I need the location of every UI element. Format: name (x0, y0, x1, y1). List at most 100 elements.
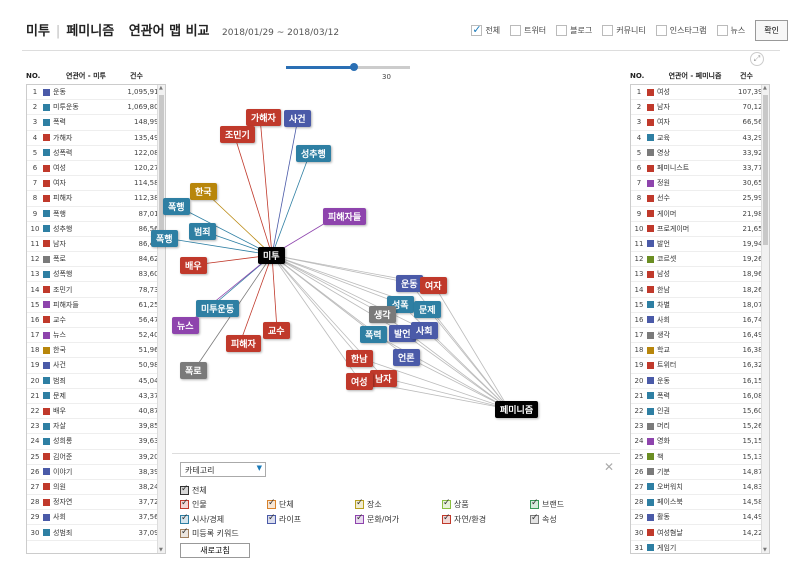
table-row[interactable]: 8 피해자 112,384 (27, 191, 165, 207)
checkbox[interactable] (530, 513, 539, 524)
graph-node[interactable]: 발언 (389, 325, 416, 342)
table-row[interactable]: 11 발언 19,945 (631, 237, 769, 253)
checkbox[interactable] (510, 25, 522, 36)
category-option[interactable]: 전체 (180, 484, 207, 496)
table-row[interactable]: 15 피해자들 61,250 (27, 298, 165, 313)
graph-node[interactable]: 여성 (346, 373, 373, 390)
checkbox[interactable] (355, 498, 364, 509)
filter-5[interactable]: 뉴스 (716, 25, 745, 36)
table-row[interactable]: 1 운동 1,095,913 (27, 85, 165, 101)
table-row[interactable]: 25 책 15,130 (631, 450, 769, 465)
table-row[interactable]: 28 페이스북 14,580 (631, 495, 769, 511)
table-row[interactable]: 13 성폭행 83,607 (27, 267, 165, 283)
table-row[interactable]: 12 폭로 84,625 (27, 252, 165, 268)
table-row[interactable]: 2 미투운동 1,069,808 (27, 100, 165, 116)
checkbox[interactable] (180, 498, 189, 509)
category-option[interactable]: 문화/여가 (355, 513, 399, 525)
table-row[interactable]: 13 남성 18,962 (631, 267, 769, 283)
scrollbar[interactable]: ▲ ▼ (157, 85, 165, 553)
graph-node[interactable]: 조민기 (220, 126, 255, 143)
graph-node[interactable]: 미투운동 (196, 300, 240, 317)
category-option[interactable]: 인물 (180, 498, 207, 510)
filter-3[interactable]: 커뮤니티 (602, 25, 646, 36)
scrollbar[interactable]: ▲ ▼ (761, 85, 769, 553)
table-row[interactable]: 29 사회 37,564 (27, 510, 165, 526)
table-row[interactable]: 12 코르셋 19,268 (631, 252, 769, 268)
scroll-down-icon[interactable]: ▼ (159, 547, 163, 553)
table-row[interactable]: 6 페미니스트 33,775 (631, 161, 769, 177)
graph-node[interactable]: 배우 (180, 257, 207, 274)
table-row[interactable]: 3 여자 66,568 (631, 115, 769, 131)
table-row[interactable]: 5 성폭력 122,089 (27, 146, 165, 161)
checkbox[interactable] (267, 498, 276, 509)
checkbox[interactable] (556, 25, 568, 36)
table-row[interactable]: 1 여성 107,393 (631, 85, 769, 101)
graph-node[interactable]: 폭행 (151, 230, 178, 247)
table-row[interactable]: 27 오버워치 14,835 (631, 480, 769, 496)
table-row[interactable]: 19 사건 50,985 (27, 358, 165, 374)
category-option[interactable]: 장소 (355, 498, 382, 510)
table-row[interactable]: 19 트위터 16,322 (631, 358, 769, 374)
graph-node[interactable]: 범죄 (189, 223, 216, 240)
table-row[interactable]: 8 선수 25,998 (631, 191, 769, 207)
table-row[interactable]: 30 여성혐날 14,229 (631, 525, 769, 541)
table-row[interactable]: 30 성범죄 37,093 (27, 525, 165, 541)
table-row[interactable]: 29 활동 14,498 (631, 510, 769, 526)
graph-node[interactable]: 운동 (396, 275, 423, 292)
graph-node[interactable]: 사건 (284, 110, 311, 127)
graph-node[interactable]: 한국 (190, 183, 217, 200)
graph-node[interactable]: 폭력 (360, 326, 387, 343)
table-row[interactable]: 17 뉴스 52,403 (27, 328, 165, 344)
table-row[interactable]: 25 김어준 39,203 (27, 450, 165, 465)
table-row[interactable]: 23 자살 39,856 (27, 419, 165, 435)
table-row[interactable]: 7 여자 114,581 (27, 176, 165, 192)
checkbox[interactable] (180, 527, 189, 538)
category-option[interactable]: 속성 (530, 513, 557, 525)
checkbox[interactable] (602, 25, 614, 36)
graph-node[interactable]: 뉴스 (172, 317, 199, 334)
expand-icon[interactable]: ⤢ (750, 52, 764, 66)
table-row[interactable]: 18 한국 51,968 (27, 343, 165, 359)
checkbox[interactable] (355, 513, 364, 524)
scroll-up-icon[interactable]: ▲ (159, 85, 163, 91)
checkbox[interactable] (716, 25, 728, 36)
graph-node[interactable]: 피해자 (226, 335, 261, 352)
slider-knob[interactable] (350, 63, 358, 71)
table-row[interactable]: 22 배우 40,875 (27, 404, 165, 420)
reset-button[interactable]: 새로고침 (180, 543, 250, 558)
category-option[interactable]: 상품 (442, 498, 469, 510)
checkbox[interactable] (471, 23, 483, 36)
category-option[interactable]: 시사/경제 (180, 513, 224, 525)
table-row[interactable]: 11 남자 86,411 (27, 237, 165, 253)
graph-node[interactable]: 한남 (346, 350, 373, 367)
graph-hub-node[interactable]: 미투 (258, 247, 285, 264)
confirm-button[interactable]: 확인 (755, 20, 788, 41)
graph-node[interactable]: 가해자 (246, 109, 281, 126)
graph-node[interactable]: 폭행 (163, 198, 190, 215)
table-row[interactable]: 24 성희롱 39,638 (27, 434, 165, 450)
graph-node[interactable]: 언론 (393, 349, 420, 366)
table-row[interactable]: 3 폭력 148,991 (27, 115, 165, 131)
table-row[interactable]: 10 성추행 86,569 (27, 222, 165, 237)
graph-hub-node[interactable]: 페미니즘 (495, 401, 539, 418)
graph-node[interactable]: 생각 (369, 306, 396, 323)
table-row[interactable]: 17 생각 16,494 (631, 328, 769, 344)
table-row[interactable]: 20 범죄 45,046 (27, 374, 165, 389)
table-row[interactable]: 16 교수 56,477 (27, 313, 165, 328)
table-row[interactable]: 7 정원 30,652 (631, 176, 769, 192)
graph-node[interactable]: 여자 (420, 277, 447, 294)
table-row[interactable]: 28 정자연 37,725 (27, 495, 165, 511)
graph-node[interactable]: 성추행 (296, 145, 331, 162)
category-option[interactable]: 미등록 키워드 (180, 527, 239, 539)
table-row[interactable]: 14 조민기 78,734 (27, 282, 165, 298)
filter-1[interactable]: 트위터 (510, 25, 546, 36)
category-option[interactable]: 라이프 (267, 513, 301, 525)
table-row[interactable]: 6 여성 120,279 (27, 161, 165, 177)
scroll-thumb[interactable] (159, 95, 164, 245)
table-row[interactable]: 21 문제 43,370 (27, 389, 165, 404)
table-row[interactable]: 27 의원 38,248 (27, 480, 165, 496)
checkbox[interactable] (442, 513, 451, 524)
graph-node[interactable]: 폭로 (180, 362, 207, 379)
filter-4[interactable]: 인스타그램 (655, 25, 707, 36)
scroll-up-icon[interactable]: ▲ (763, 85, 767, 91)
